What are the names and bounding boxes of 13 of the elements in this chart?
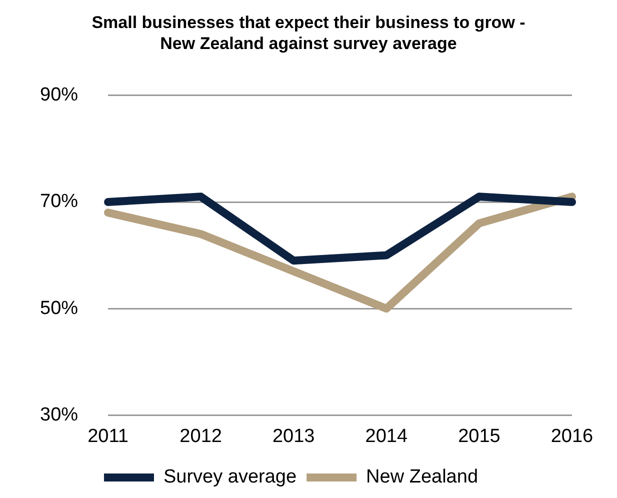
y-tick-label: 50% bbox=[40, 298, 78, 319]
legend-label: New Zealand bbox=[366, 466, 478, 488]
x-tick-label: 2015 bbox=[458, 426, 500, 447]
x-tick-label: 2013 bbox=[272, 426, 315, 447]
x-tick-label: 2012 bbox=[180, 426, 222, 447]
y-tick-label: 70% bbox=[40, 191, 78, 212]
legend-label: Survey average bbox=[163, 466, 297, 488]
chart-title: Small businesses that expect their business to grow - New Zealand against survey average bbox=[90, 12, 526, 54]
x-tick-label: 2016 bbox=[550, 426, 594, 447]
x-tick-label: 2011 bbox=[88, 426, 128, 447]
x-tick-label: 2014 bbox=[365, 426, 408, 447]
y-tick-label: 90% bbox=[40, 84, 78, 106]
y-tick-label: 30% bbox=[40, 404, 78, 426]
